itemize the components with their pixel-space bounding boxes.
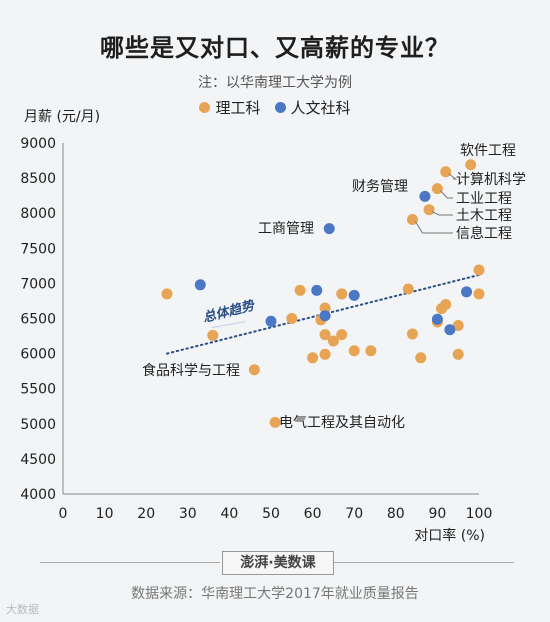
x-tick-label: 100 — [466, 506, 493, 522]
legend-label-science: 理工科 — [215, 99, 261, 117]
label-leader-line — [448, 173, 458, 180]
science-point — [431, 183, 443, 195]
science-point — [286, 313, 298, 324]
label-leader-line — [415, 221, 453, 234]
watermark: 大数据 — [6, 603, 39, 616]
science-point — [294, 284, 306, 296]
humanities-point — [431, 313, 443, 325]
humanities-point — [311, 284, 323, 296]
label-leader-line — [440, 190, 453, 199]
science-point — [319, 348, 331, 360]
legend-item-humanities: 人文社科 — [274, 97, 351, 118]
science-point — [473, 288, 485, 300]
y-tick-label: 7000 — [20, 276, 56, 292]
x-tick-label: 50 — [262, 506, 280, 522]
humanities-point — [319, 310, 331, 322]
x-tick-label: 40 — [220, 506, 238, 522]
trend-label-arrow — [211, 321, 246, 329]
science-point — [452, 320, 464, 332]
trend-label: 总体趋势 — [201, 297, 257, 326]
chart-title: 哪些是又对口、又高薪的专业？ — [100, 34, 450, 62]
humanities-point — [323, 223, 335, 235]
science-point — [415, 352, 427, 364]
scatter-plot: 4000 4500 5000 5500 6000 6500 7000 7500 8000 8500… — [20, 136, 526, 544]
science-point — [319, 329, 331, 341]
science-point — [161, 288, 173, 300]
brand-logo: 澎湃·美数课 — [222, 551, 334, 575]
footer-divider-left — [40, 562, 220, 563]
y-tick-label: 6000 — [20, 347, 56, 363]
humanities-point — [461, 286, 473, 298]
point-label: 电气工程及其自动化 — [279, 415, 405, 431]
point-label: 工业工程 — [456, 191, 512, 207]
science-point — [319, 302, 331, 314]
y-tick-label: 8000 — [20, 206, 56, 222]
x-tick-label: 0 — [59, 506, 68, 522]
point-label: 工商管理 — [258, 221, 314, 237]
data-source: 数据来源：华南理工大学2017年就业质量报告 — [131, 586, 419, 602]
legend-dot-science — [199, 102, 211, 113]
x-tick-label: 70 — [345, 506, 363, 522]
x-tick-label: 80 — [387, 506, 405, 522]
point-label: 软件工程 — [460, 143, 516, 159]
x-tick-label: 20 — [137, 506, 155, 522]
legend-item-science: 理工科 — [199, 97, 261, 118]
chart-subtitle: 注：以华南理工大学为例 — [198, 75, 352, 91]
y-tick-label: 6500 — [20, 312, 56, 328]
humanities-point — [348, 289, 360, 301]
y-tick-label: 9000 — [20, 136, 56, 152]
science-point — [452, 348, 464, 360]
label-leader-line — [431, 211, 453, 216]
point-label: 财务管理 — [352, 179, 408, 195]
footer-divider-right — [334, 562, 514, 563]
point-label: 土木工程 — [456, 208, 512, 224]
y-tick-label: 8500 — [20, 171, 56, 187]
humanities-point — [265, 315, 277, 327]
point-label: 计算机科学 — [456, 172, 526, 188]
science-point — [269, 416, 281, 428]
science-point — [406, 328, 418, 340]
y-axis-label: 月薪 (元/月) — [24, 109, 101, 125]
y-tick-label: 5500 — [20, 382, 56, 398]
x-tick-label: 10 — [96, 506, 114, 522]
point-label: 信息工程 — [456, 225, 512, 242]
point-label: 食品科学与工程 — [142, 362, 240, 379]
x-tick-label: 30 — [179, 506, 197, 522]
x-axis-label: 对口率 (%) — [414, 527, 485, 544]
legend: 理工科 人文社科 — [0, 97, 550, 118]
science-point — [327, 335, 339, 347]
humanities-point — [194, 279, 206, 291]
science-point — [440, 166, 452, 178]
humanities-point — [419, 190, 431, 202]
x-tick-label: 60 — [304, 506, 322, 522]
legend-label-humanities: 人文社科 — [290, 99, 351, 117]
science-point — [207, 329, 219, 341]
science-point — [473, 264, 485, 276]
y-tick-label: 5000 — [20, 417, 56, 433]
science-point — [440, 298, 452, 310]
humanities-point — [444, 324, 456, 336]
science-point — [336, 329, 348, 341]
science-point — [406, 214, 418, 226]
science-point — [465, 159, 477, 171]
science-point — [402, 283, 414, 295]
y-tick-label: 4500 — [20, 452, 56, 468]
y-tick-label: 4000 — [20, 487, 56, 503]
legend-dot-humanities — [274, 102, 286, 113]
y-tick-label: 7500 — [20, 241, 56, 257]
science-point — [307, 352, 319, 364]
x-tick-label: 90 — [428, 506, 446, 522]
science-point — [336, 288, 348, 300]
science-point — [348, 345, 360, 357]
science-point — [248, 364, 260, 376]
science-point — [365, 345, 377, 357]
science-point — [423, 204, 435, 216]
